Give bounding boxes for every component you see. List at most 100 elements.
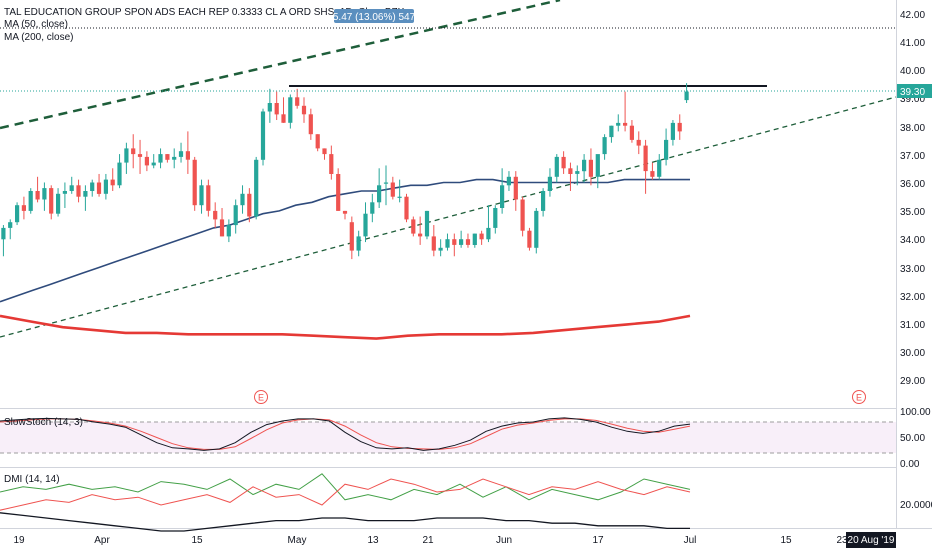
candles xyxy=(1,83,689,260)
time-tick: 15 xyxy=(780,535,792,546)
earnings-marker-1[interactable]: E xyxy=(254,390,268,404)
time-tick: Jun xyxy=(496,535,512,546)
time-tick: 19 xyxy=(13,535,25,546)
candle-body xyxy=(623,122,628,126)
candle-body xyxy=(684,91,689,101)
candle-body xyxy=(588,159,593,177)
stoch-tick: 50.00 xyxy=(900,433,925,444)
time-tick: 13 xyxy=(367,535,379,546)
ma50-legend: MA (50, close) xyxy=(4,19,68,30)
dmi-tick: 20.0000 xyxy=(900,500,932,511)
candle-body xyxy=(117,162,122,186)
candle-body xyxy=(103,179,108,194)
candle-body xyxy=(151,162,156,166)
price-tick: 38.00 xyxy=(900,123,925,134)
stoch-legend: SlowStoch (14, 3) xyxy=(4,417,83,428)
candle-body xyxy=(602,137,607,155)
candle-body xyxy=(431,236,436,251)
candle-body xyxy=(158,154,163,163)
candle-body xyxy=(281,114,286,123)
candle-body xyxy=(49,188,54,214)
candle-body xyxy=(110,179,115,186)
dmi-lines xyxy=(0,473,691,532)
candle-body xyxy=(185,151,190,160)
price-tick: 36.00 xyxy=(900,179,925,190)
candle-body xyxy=(56,193,61,214)
price-tick: 42.00 xyxy=(900,10,925,21)
candle-body xyxy=(445,239,450,248)
stoch-k-line xyxy=(0,417,691,451)
price-axis[interactable]: 42.00 41.00 40.00 39.00 38.00 37.00 36.0… xyxy=(900,10,925,387)
candle-body xyxy=(240,193,245,206)
candle-body xyxy=(329,154,334,174)
candle-body xyxy=(96,182,102,194)
candle-body xyxy=(35,191,40,200)
candle-body xyxy=(356,236,361,251)
price-tick: 30.00 xyxy=(900,348,925,359)
candle-body xyxy=(404,196,409,220)
time-tick: 17 xyxy=(592,535,604,546)
candle-body xyxy=(90,182,95,191)
candle-body xyxy=(165,154,170,160)
last-price-label-bg xyxy=(897,84,932,98)
upper-channel-trendline xyxy=(0,0,561,130)
candle-body xyxy=(424,210,430,237)
candle-body xyxy=(15,205,20,223)
candle-body xyxy=(308,114,313,135)
candle-body xyxy=(465,239,471,245)
dmi-legend: DMI (14, 14) xyxy=(4,474,60,485)
moving-averages xyxy=(0,178,691,340)
candle-body xyxy=(390,182,395,197)
candle-body xyxy=(342,210,348,214)
price-tick: 32.00 xyxy=(900,292,925,303)
candle-body xyxy=(616,122,621,126)
candle-body xyxy=(295,97,300,106)
candle-body xyxy=(137,154,143,157)
candle-body xyxy=(629,125,634,140)
time-tick: 23 xyxy=(836,535,848,546)
candle-body xyxy=(8,222,13,228)
candle-body xyxy=(664,139,669,160)
trendlines[interactable] xyxy=(0,0,897,338)
candle-body xyxy=(254,159,259,217)
candle-body xyxy=(288,97,293,123)
measure-badge-bg xyxy=(334,9,414,23)
candle-body xyxy=(226,225,231,237)
stoch-tick: 0.00 xyxy=(900,459,920,470)
svg-text:E: E xyxy=(258,393,264,403)
time-axis[interactable]: 19 Apr 15 May 13 21 Jun 17 Jul 15 23 xyxy=(13,535,848,546)
earnings-marker-2[interactable]: E xyxy=(852,390,866,404)
candle-body xyxy=(336,174,341,211)
candle-body xyxy=(28,191,33,211)
candle-body xyxy=(541,191,546,211)
candle-body xyxy=(315,134,320,149)
candle-body xyxy=(267,103,272,112)
candle-body xyxy=(76,185,81,197)
candle-body xyxy=(206,185,211,211)
time-tick: 21 xyxy=(422,535,434,546)
ma50-line xyxy=(0,178,690,303)
candle-body xyxy=(247,193,252,217)
candle-body xyxy=(547,176,552,191)
candle-body xyxy=(520,199,525,231)
candle-body xyxy=(21,205,26,211)
candle-body xyxy=(69,185,74,191)
candle-body xyxy=(322,148,327,155)
measure-badge: 5.47 (13.06%) 547 xyxy=(333,12,416,23)
candle-body xyxy=(582,159,587,172)
candle-body xyxy=(83,191,88,197)
candle-body xyxy=(657,159,662,177)
price-tick: 35.00 xyxy=(900,207,925,218)
candle-body xyxy=(260,111,266,160)
candle-body xyxy=(575,171,580,174)
candle-body xyxy=(534,210,539,248)
time-tick: Apr xyxy=(94,535,110,546)
candle-body xyxy=(397,196,402,198)
stoch-lines xyxy=(0,417,691,451)
last-price-label: 39.30 xyxy=(900,87,925,98)
candle-body xyxy=(411,219,416,234)
stoch-tick: 100.00 xyxy=(900,407,931,418)
candle-body xyxy=(144,156,149,166)
candle-body xyxy=(301,105,307,115)
